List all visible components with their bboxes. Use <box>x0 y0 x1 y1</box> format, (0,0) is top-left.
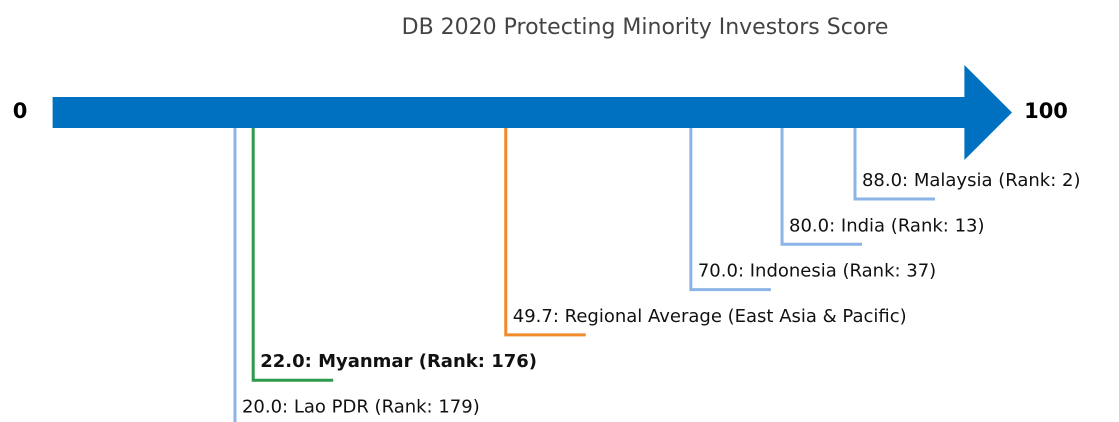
data-label: 80.0: India (Rank: 13) <box>789 215 984 236</box>
chart-title: DB 2020 Protecting Minority Investors Sc… <box>402 15 889 40</box>
axis-max-label: 100 <box>1024 99 1068 123</box>
leader-line <box>504 128 586 337</box>
data-label: 20.0: Lao PDR (Rank: 179) <box>242 397 480 418</box>
leader-line <box>689 128 771 292</box>
data-label: 88.0: Malaysia (Rank: 2) <box>862 170 1081 191</box>
leader-line <box>251 128 334 382</box>
leader-line <box>853 128 935 201</box>
axis-arrow <box>52 65 1013 160</box>
axis-min-label: 0 <box>13 99 28 123</box>
data-label: 22.0: Myanmar (Rank: 176) <box>260 351 537 372</box>
data-label: 49.7: Regional Average (East Asia & Paci… <box>513 306 907 327</box>
data-label: 70.0: Indonesia (Rank: 37) <box>698 261 936 282</box>
leader-line <box>780 128 863 246</box>
